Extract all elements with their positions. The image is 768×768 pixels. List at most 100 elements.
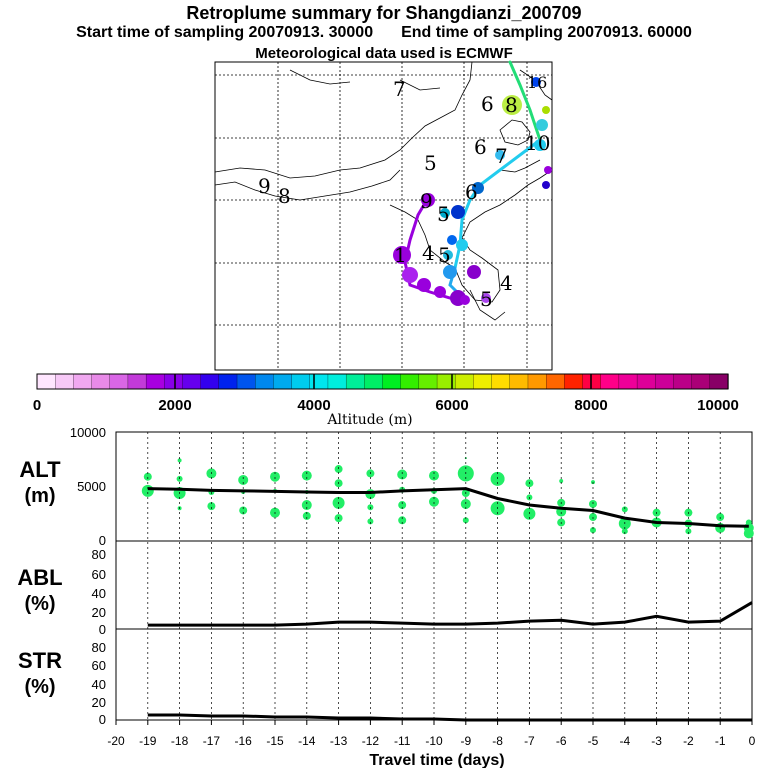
- colorbar-cell: [709, 373, 729, 390]
- map-label: 7: [393, 77, 406, 101]
- alt-point: [398, 516, 407, 525]
- x-tick-label: 0: [749, 734, 756, 748]
- colorbar-cell: [600, 373, 620, 390]
- alt-point: [685, 528, 692, 535]
- colorbar-cell: [673, 373, 693, 390]
- x-tick-label: -19: [139, 734, 157, 748]
- colorbar-tick-label: 2000: [158, 397, 191, 414]
- alt-point: [301, 470, 312, 481]
- map-label: 7: [495, 144, 508, 168]
- x-tick-label: -10: [425, 734, 443, 748]
- alt-point: [302, 511, 311, 520]
- alt-median-line: [147, 487, 749, 528]
- abl-ytick: 20: [92, 605, 106, 620]
- coastlines: [214, 61, 553, 321]
- map-label: 9: [258, 174, 271, 198]
- x-tick-label: -8: [492, 734, 503, 748]
- colorbar-label: Altitude (m): [326, 412, 412, 428]
- alt-point: [301, 500, 312, 511]
- alt-axis-unit: (m): [24, 485, 55, 507]
- alt-ytick: 5000: [77, 479, 106, 494]
- colorbar-tick-label: 6000: [435, 397, 468, 414]
- alt-panel: ALT (m) 10000 5000 0: [19, 425, 754, 548]
- alt-point: [621, 506, 628, 513]
- colorbar-cell: [636, 373, 656, 390]
- colorbar-cell: [382, 373, 402, 390]
- colorbar-cell: [509, 373, 529, 390]
- colorbar-tick-label: 4000: [297, 397, 330, 414]
- colorbar-cell: [618, 373, 638, 390]
- str-axis-label: STR: [18, 648, 62, 673]
- map-label: 10: [525, 131, 550, 155]
- altitude-colorbar: 0 2000 4000 6000 8000 10000 Altitude (m): [33, 373, 739, 428]
- alt-ytick: 0: [99, 533, 106, 548]
- colorbar-tick-label: 8000: [574, 397, 607, 414]
- alt-point: [207, 502, 216, 511]
- alt-ytick: 10000: [70, 425, 106, 440]
- colorbar-major-ticks: [174, 374, 592, 389]
- colorbar-cell: [218, 373, 238, 390]
- map-label: 16: [527, 73, 547, 92]
- alt-point: [143, 472, 152, 481]
- x-tick-label: -14: [298, 734, 316, 748]
- colorbar-cell: [145, 373, 165, 390]
- colorbar-cell: [546, 373, 565, 390]
- colorbar-cell: [345, 373, 365, 390]
- map-day-labels: 7 6 8 16 5 6 7 10 9 8 9 5 6 4 5 4 5 1: [258, 73, 550, 311]
- x-tick-label: -2: [683, 734, 694, 748]
- x-tick-label: -20: [107, 734, 125, 748]
- alt-point: [559, 479, 564, 484]
- map-label: 6: [465, 180, 478, 204]
- str-line: [147, 713, 752, 722]
- x-tick-label: -3: [651, 734, 662, 748]
- abl-ytick: 80: [92, 547, 106, 562]
- colorbar-cell: [491, 373, 511, 390]
- trajectory-markers: [393, 77, 552, 306]
- abl-axis-label: ABL: [17, 565, 62, 590]
- map-label: 6: [481, 92, 494, 116]
- colorbar-cell: [36, 373, 56, 390]
- str-ytick: 80: [92, 640, 106, 655]
- colorbar-cell: [309, 373, 329, 390]
- colorbar-cell: [55, 373, 75, 390]
- map-label: 5: [438, 243, 451, 267]
- colorbar-cell: [182, 373, 202, 390]
- colorbar-cell: [473, 373, 493, 390]
- alt-point: [397, 469, 408, 480]
- colorbar-cell: [236, 373, 256, 390]
- met-data-line: Meteorological data used is ECMWF: [255, 45, 513, 62]
- colorbar-tick-label: 0: [33, 397, 41, 414]
- abl-ytick: 40: [92, 586, 106, 601]
- colorbar-cell: [418, 373, 438, 390]
- map-label: 5: [424, 151, 437, 175]
- alt-y-ticks: 10000 5000 0: [70, 425, 106, 548]
- day-gridlines: [147, 432, 721, 720]
- start-time: Start time of sampling 20070913. 30000: [76, 24, 374, 41]
- map-label: 9: [420, 189, 433, 213]
- alt-point: [238, 474, 249, 485]
- colorbar-cell: [455, 373, 475, 390]
- alt-point: [429, 470, 439, 481]
- x-tick-label: -16: [235, 734, 253, 748]
- str-ytick: 60: [92, 658, 106, 673]
- alt-point: [462, 517, 469, 524]
- colorbar-cell: [164, 373, 184, 390]
- x-tick-label: -9: [460, 734, 471, 748]
- abl-axis-unit: (%): [24, 593, 55, 615]
- colorbar-cell: [691, 373, 711, 390]
- end-time: End time of sampling 20070913. 60000: [401, 24, 692, 41]
- alt-point: [239, 506, 248, 515]
- colorbar-cell: [200, 373, 220, 390]
- map-label: 6: [474, 135, 487, 159]
- x-tick-label: -11: [394, 734, 411, 748]
- x-tick-label: -17: [203, 734, 221, 748]
- alt-axis-label: ALT: [19, 457, 61, 482]
- trajectory-map: 7 6 8 16 5 6 7 10 9 8 9 5 6 4 5 4 5 1: [214, 60, 553, 371]
- alt-point: [141, 484, 154, 497]
- colorbar-cell: [655, 373, 675, 390]
- str-ytick: 40: [92, 677, 106, 692]
- str-panel: STR (%) 80 60 40 20 0: [18, 628, 753, 727]
- abl-ytick: 0: [99, 622, 106, 637]
- colorbar-cell: [91, 373, 111, 390]
